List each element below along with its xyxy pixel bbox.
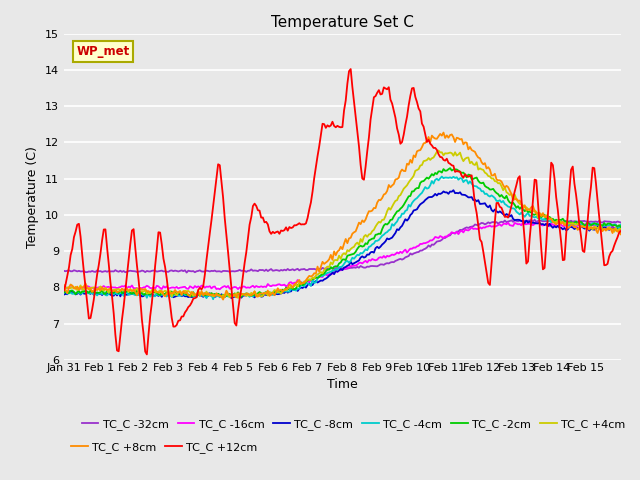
X-axis label: Time: Time	[327, 378, 358, 391]
Legend: TC_C +8cm, TC_C +12cm: TC_C +8cm, TC_C +12cm	[67, 437, 262, 457]
Y-axis label: Temperature (C): Temperature (C)	[26, 146, 40, 248]
Title: Temperature Set C: Temperature Set C	[271, 15, 414, 30]
Text: WP_met: WP_met	[76, 45, 129, 58]
